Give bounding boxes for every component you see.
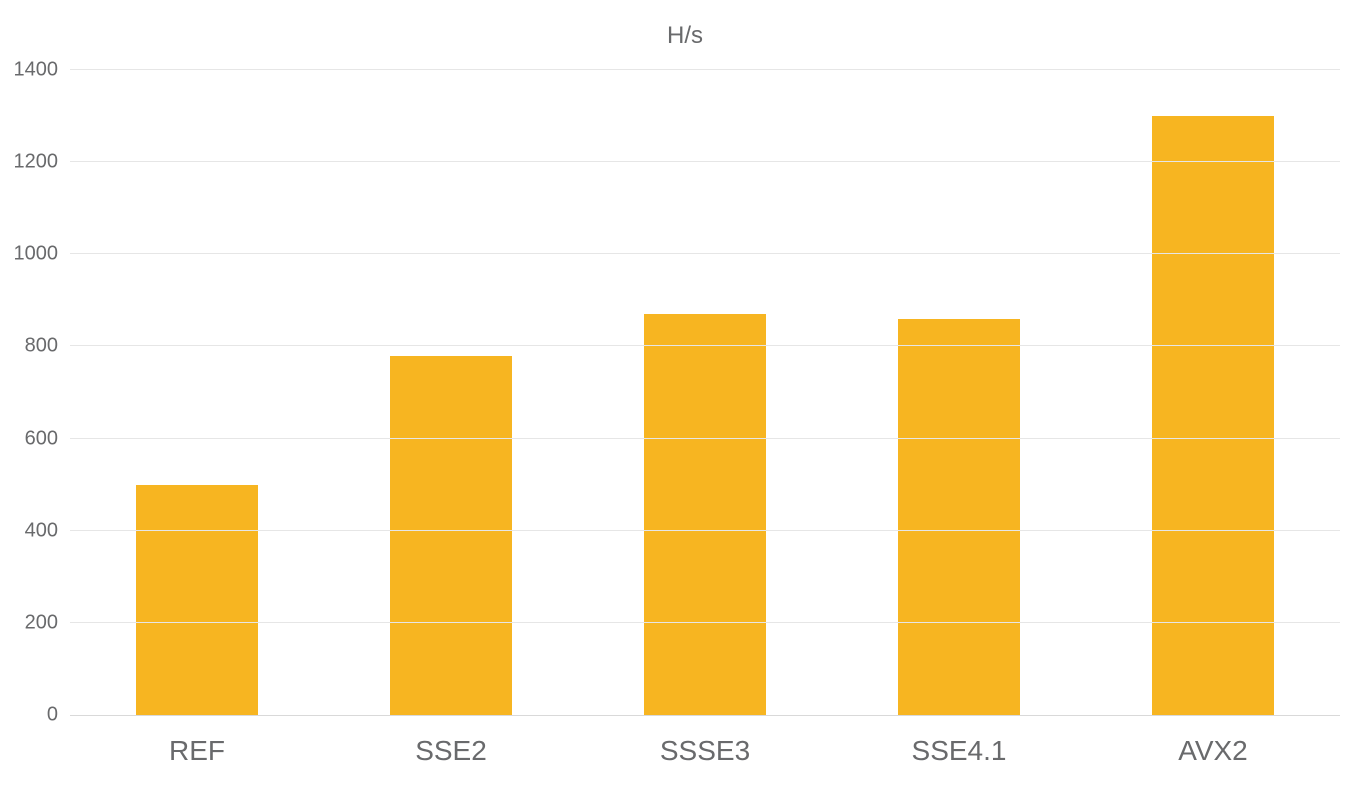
y-tick-label: 1200 — [14, 151, 71, 174]
y-tick-label: 400 — [25, 519, 70, 542]
x-tick-label: SSSE3 — [660, 715, 750, 767]
bar — [136, 485, 258, 715]
x-tick-label: SSE4.1 — [912, 715, 1007, 767]
x-tick-label: SSE2 — [415, 715, 487, 767]
bar — [644, 314, 766, 715]
bar — [898, 319, 1020, 715]
chart-title: H/s — [0, 22, 1370, 50]
chart-container: H/s 0200400600800100012001400REFSSE2SSSE… — [0, 0, 1370, 786]
y-tick-label: 1400 — [14, 59, 71, 82]
x-tick-label: REF — [169, 715, 225, 767]
bar — [390, 356, 512, 715]
y-tick-label: 0 — [47, 704, 70, 727]
gridline — [70, 69, 1340, 70]
y-tick-label: 600 — [25, 427, 70, 450]
bar — [1152, 116, 1274, 715]
gridline — [70, 622, 1340, 623]
x-tick-label: AVX2 — [1178, 715, 1248, 767]
gridline — [70, 161, 1340, 162]
plot-area: 0200400600800100012001400REFSSE2SSSE3SSE… — [70, 70, 1340, 716]
y-tick-label: 1000 — [14, 243, 71, 266]
bars-layer — [70, 70, 1340, 715]
y-tick-label: 800 — [25, 335, 70, 358]
gridline — [70, 438, 1340, 439]
gridline — [70, 530, 1340, 531]
gridline — [70, 345, 1340, 346]
y-tick-label: 200 — [25, 611, 70, 634]
gridline — [70, 253, 1340, 254]
